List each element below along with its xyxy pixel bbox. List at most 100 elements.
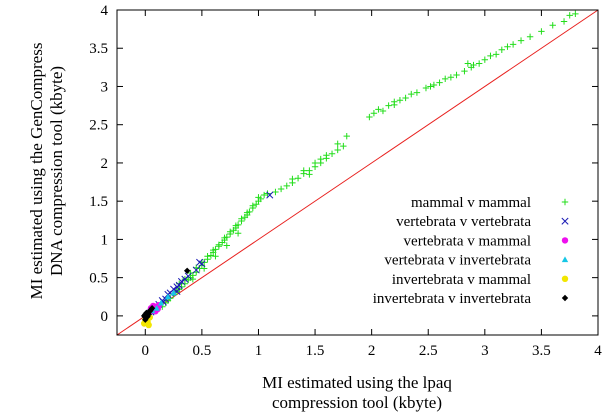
x-axis-label-line-1: MI estimated using the lpaq bbox=[262, 373, 452, 392]
data-point bbox=[232, 222, 240, 229]
legend-label: vertebrata v invertebrata bbox=[384, 253, 531, 269]
data-point bbox=[249, 202, 257, 209]
data-point bbox=[538, 28, 545, 35]
data-point bbox=[260, 191, 268, 199]
data-point bbox=[413, 89, 421, 96]
data-point bbox=[442, 75, 449, 83]
data-point bbox=[192, 266, 200, 274]
data-point bbox=[300, 167, 307, 174]
y-axis-label-line-2: DNA compression tool (kbyte) bbox=[47, 66, 66, 276]
data-point bbox=[560, 18, 568, 25]
data-point bbox=[204, 253, 211, 260]
legend-label: vertebrata v mammal bbox=[404, 233, 531, 249]
x-tick-label: 3.5 bbox=[532, 343, 551, 359]
data-point bbox=[177, 277, 186, 286]
legend-marker bbox=[561, 198, 569, 206]
data-point bbox=[509, 41, 517, 48]
x-tick-label: 0 bbox=[142, 343, 150, 359]
data-point bbox=[238, 215, 245, 222]
data-point bbox=[226, 228, 234, 235]
data-point bbox=[343, 132, 350, 140]
x-tick-label: 1 bbox=[255, 343, 263, 359]
legend-item: mammal v mammal bbox=[411, 195, 569, 211]
data-point bbox=[183, 267, 191, 274]
x-tick-label: 0.5 bbox=[193, 343, 212, 359]
legend-marker bbox=[561, 256, 569, 263]
data-point bbox=[427, 83, 434, 90]
axis-labels: MI estimated using the lpaq compression … bbox=[27, 43, 452, 412]
x-tick-label: 1.5 bbox=[306, 343, 325, 359]
data-points-layer bbox=[140, 10, 579, 329]
data-point bbox=[526, 33, 534, 40]
data-point bbox=[170, 289, 177, 296]
legend-marker bbox=[561, 237, 569, 244]
data-point bbox=[306, 171, 313, 178]
data-point bbox=[370, 110, 378, 117]
y-tick-label: 3 bbox=[101, 79, 109, 95]
reference-line-layer bbox=[116, 9, 599, 336]
series-invertebrata-v-invertebrata bbox=[140, 267, 191, 323]
data-point bbox=[323, 152, 330, 159]
data-point bbox=[566, 12, 573, 19]
data-point bbox=[277, 185, 285, 193]
data-point bbox=[436, 79, 443, 86]
x-tick-label: 4 bbox=[594, 343, 602, 359]
data-point bbox=[142, 316, 149, 323]
data-point bbox=[498, 46, 505, 53]
legend-marker bbox=[561, 275, 569, 282]
data-point bbox=[210, 246, 217, 254]
y-tick-label: 0 bbox=[101, 309, 109, 325]
data-point bbox=[447, 74, 455, 81]
data-point bbox=[453, 71, 460, 79]
data-point bbox=[340, 142, 347, 150]
data-point bbox=[198, 260, 206, 268]
data-point bbox=[572, 10, 579, 18]
x-tick-label: 2.5 bbox=[419, 343, 438, 359]
data-point bbox=[145, 321, 152, 329]
y-tick-label: 4 bbox=[101, 3, 109, 19]
legend-item: invertebrata v invertebrata bbox=[373, 291, 569, 307]
legend-label: mammal v mammal bbox=[411, 195, 531, 211]
data-point bbox=[375, 106, 382, 113]
legend-item: invertebrata v mammal bbox=[392, 272, 569, 288]
y-tick-label: 3.5 bbox=[89, 41, 108, 57]
x-tick-label: 2 bbox=[368, 343, 376, 359]
data-point bbox=[379, 107, 387, 115]
y-axis-label-line-1: MI estimated using the GenCompress bbox=[27, 43, 46, 300]
series-vertebrata-v-vertebrata bbox=[147, 191, 274, 316]
data-point bbox=[243, 209, 251, 216]
data-point bbox=[153, 305, 160, 311]
data-point bbox=[264, 190, 271, 197]
data-point bbox=[422, 84, 430, 92]
legend-item: vertebrata v mammal bbox=[404, 233, 569, 249]
y-tick-label: 1.5 bbox=[89, 194, 108, 210]
data-point bbox=[549, 22, 556, 29]
data-point bbox=[504, 43, 511, 50]
data-point bbox=[289, 175, 296, 183]
legend-item: vertebrata v invertebrata bbox=[384, 253, 569, 269]
data-point bbox=[481, 56, 489, 63]
data-point bbox=[187, 269, 194, 277]
data-point bbox=[487, 52, 494, 60]
data-point bbox=[223, 242, 230, 249]
reference-line bbox=[116, 9, 599, 336]
data-point bbox=[255, 194, 262, 201]
y-tick-label: 2.5 bbox=[89, 118, 108, 134]
data-point bbox=[334, 140, 341, 148]
x-axis-label-line-2: compression tool (kbyte) bbox=[272, 393, 442, 412]
y-tick-label: 1 bbox=[101, 232, 109, 248]
y-tick-label: 2 bbox=[101, 156, 109, 172]
legend-label: vertebrata v vertebrata bbox=[396, 214, 531, 230]
data-point bbox=[170, 285, 178, 293]
data-point bbox=[212, 253, 219, 260]
data-point bbox=[328, 150, 336, 157]
data-point bbox=[385, 102, 392, 109]
data-point bbox=[294, 175, 302, 182]
data-point bbox=[517, 37, 525, 44]
data-point bbox=[175, 281, 183, 289]
plot-frame bbox=[116, 9, 599, 336]
data-point bbox=[266, 191, 274, 199]
data-point bbox=[408, 90, 415, 98]
data-point bbox=[461, 67, 468, 75]
legend-item: vertebrata v vertebrata bbox=[396, 214, 569, 230]
